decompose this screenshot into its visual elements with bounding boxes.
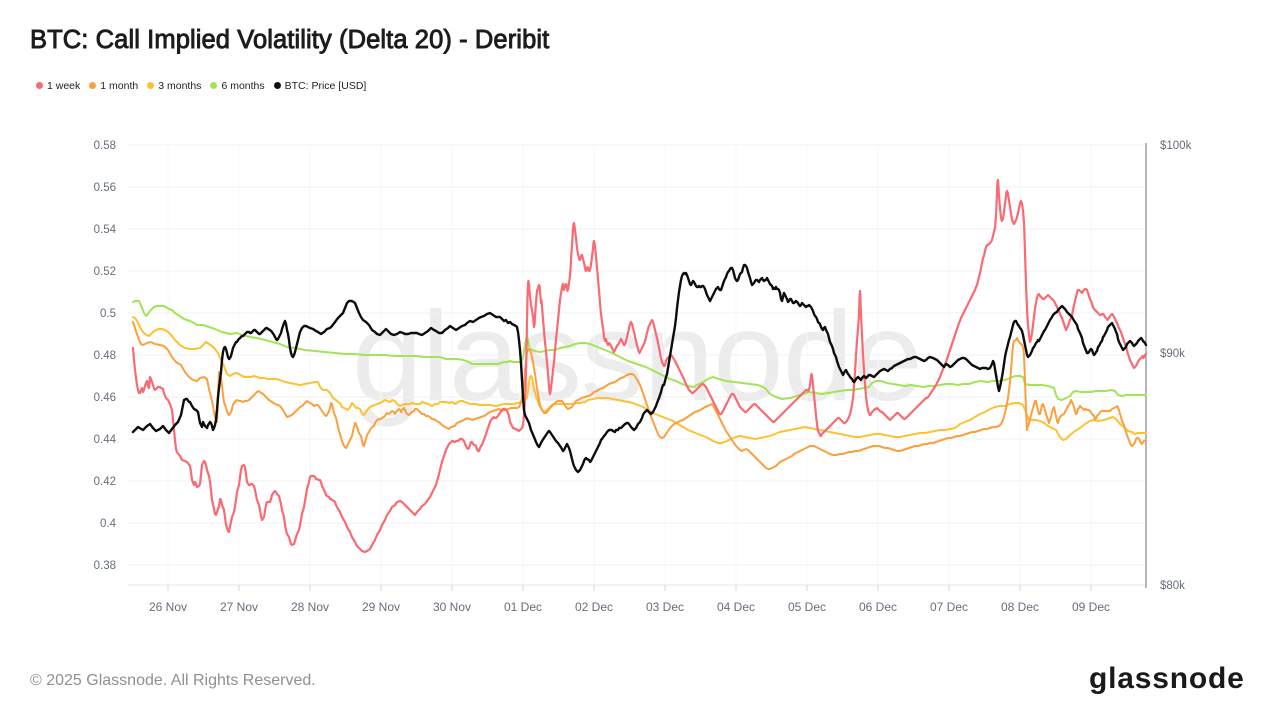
svg-text:0.52: 0.52 <box>94 266 116 278</box>
svg-text:0.54: 0.54 <box>94 224 117 236</box>
svg-text:04 Dec: 04 Dec <box>717 600 755 614</box>
svg-text:27 Nov: 27 Nov <box>220 600 258 614</box>
svg-text:0.58: 0.58 <box>94 140 116 152</box>
svg-text:0.38: 0.38 <box>94 560 116 572</box>
svg-text:0.46: 0.46 <box>94 392 116 404</box>
svg-text:05 Dec: 05 Dec <box>788 600 826 614</box>
svg-text:0.4: 0.4 <box>100 518 117 530</box>
svg-text:$80k: $80k <box>1160 580 1185 592</box>
svg-text:$90k: $90k <box>1160 348 1185 360</box>
svg-text:07 Dec: 07 Dec <box>930 600 968 614</box>
svg-text:01 Dec: 01 Dec <box>504 600 542 614</box>
svg-text:0.44: 0.44 <box>94 434 117 446</box>
svg-text:26 Nov: 26 Nov <box>149 600 187 614</box>
svg-text:0.56: 0.56 <box>94 182 116 194</box>
svg-text:0.42: 0.42 <box>94 476 116 488</box>
svg-text:30 Nov: 30 Nov <box>433 600 471 614</box>
svg-text:29 Nov: 29 Nov <box>362 600 400 614</box>
svg-text:06 Dec: 06 Dec <box>859 600 897 614</box>
svg-text:$100k: $100k <box>1160 140 1192 152</box>
svg-text:03 Dec: 03 Dec <box>646 600 684 614</box>
svg-text:08 Dec: 08 Dec <box>1001 600 1039 614</box>
svg-text:02 Dec: 02 Dec <box>575 600 613 614</box>
svg-text:09 Dec: 09 Dec <box>1072 600 1110 614</box>
svg-text:0.48: 0.48 <box>94 350 116 362</box>
svg-text:28 Nov: 28 Nov <box>291 600 329 614</box>
svg-text:0.5: 0.5 <box>100 308 116 320</box>
